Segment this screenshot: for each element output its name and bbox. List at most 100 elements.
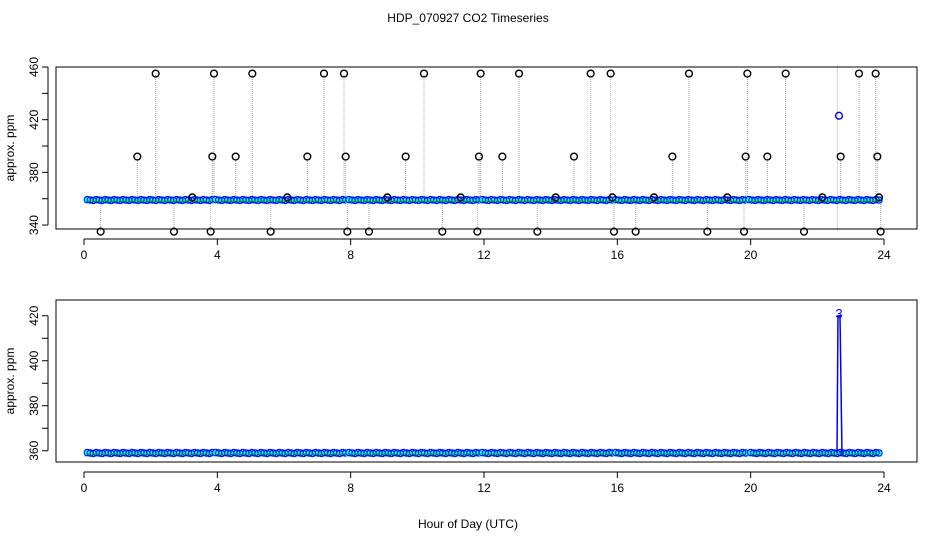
raw-point [283,193,292,202]
raw-point [703,227,712,236]
series-point [872,448,880,457]
raw-point [319,69,329,78]
x-tick-label: 24 [877,248,891,262]
raw-point [169,227,179,236]
y-tick-label: 340 [27,215,41,235]
chart-title: HDP_070927 CO2 Timeseries [387,11,548,25]
x-tick-label: 16 [611,481,625,495]
y-tick-label: 460 [27,57,41,77]
x-tick-label: 24 [877,481,891,495]
raw-point [836,152,845,161]
raw-point [498,152,507,161]
raw-point [586,69,595,78]
raw-point [609,227,619,236]
raw-point [206,227,215,236]
raw-point [608,193,617,202]
series-band [747,449,882,457]
series-band [612,196,749,204]
raw-point [401,152,410,161]
raw-point [188,193,197,202]
raw-point [668,152,677,161]
series-band [479,449,616,457]
raw-point [741,152,750,161]
raw-point [763,152,772,161]
highlight-point [834,111,844,120]
raw-point [266,227,275,236]
raw-point [438,227,447,236]
series-band [479,196,616,204]
y-tick-label: 420 [27,305,41,325]
raw-point [799,227,809,236]
raw-point [383,193,392,202]
raw-point [871,69,880,78]
x-tick-label: 4 [214,481,221,495]
plot-frame [55,299,918,463]
y-tick-label: 420 [27,109,41,129]
raw-point [569,152,579,161]
x-tick-label: 0 [81,248,88,262]
x-tick-label: 16 [611,248,625,262]
series-band [346,196,482,204]
series-band [212,196,349,204]
series-band [612,449,749,457]
raw-point [551,193,560,202]
raw-point [649,193,659,202]
raw-point [303,152,312,161]
series-point [875,196,883,204]
raw-point [151,69,160,78]
raw-point [739,227,749,236]
spike-label: 3 [835,306,842,321]
series-point [875,449,883,457]
raw-point [876,227,885,236]
x-axis-label: Hour of Day (UTC) [418,517,518,531]
x-tick-label: 8 [347,481,354,495]
raw-point [339,69,349,78]
raw-point [476,69,485,78]
series-band [346,449,482,457]
series-point [738,448,747,457]
raw-point [533,227,542,236]
raw-point [631,227,640,236]
raw-point [343,227,352,236]
raw-point [684,69,694,78]
x-tick-label: 20 [744,481,758,495]
series-band [746,196,882,204]
raw-point [873,152,882,161]
y-tick-label: 400 [27,350,41,370]
raw-point [364,227,374,236]
x-tick-label: 12 [477,481,491,495]
raw-point [514,69,524,78]
y-tick-label: 360 [27,440,41,460]
raw-point [248,69,257,78]
x-tick-label: 20 [744,248,758,262]
lower-panel: 0 4 8 12 16 20 24 360 380 400 420 approx. ppm 3 [3,299,918,495]
plot-frame [55,66,918,230]
raw-point [209,69,219,78]
raw-point [854,69,864,78]
raw-point [133,152,142,161]
raw-point [743,69,752,78]
x-tick-label: 0 [81,481,88,495]
series-band [212,449,349,457]
raw-point [456,193,465,202]
spike-line [836,315,843,456]
y-tick-label: 380 [27,162,41,182]
x-tick-label: 8 [347,248,354,262]
raw-point [231,152,240,161]
raw-point [723,193,732,202]
raw-point [208,152,217,161]
raw-point [96,227,105,236]
x-tick-label: 12 [477,248,491,262]
raw-point [473,227,482,236]
raw-point [341,152,350,161]
raw-point [474,152,484,161]
raw-point [419,69,429,78]
upper-panel: 0 4 8 12 16 20 24 340 380 420 460 approx. ppm [3,57,918,262]
raw-point [874,193,884,202]
y-tick-label: 380 [27,395,41,415]
y-axis-label: approx. ppm [3,348,17,415]
raw-point [606,69,615,78]
raw-point [818,193,827,202]
x-tick-label: 4 [214,248,221,262]
